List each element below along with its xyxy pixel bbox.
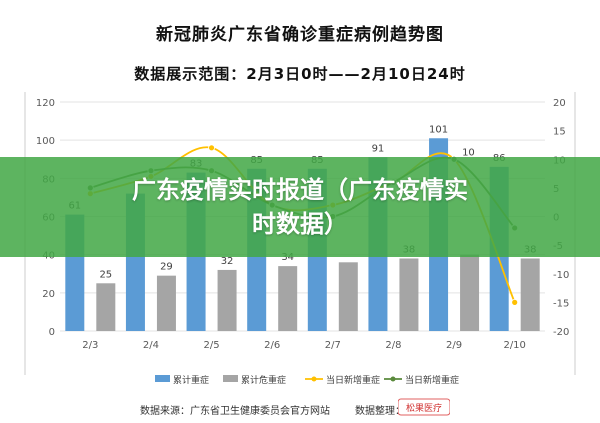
right-tick-label: -10: [553, 270, 569, 281]
line-point: [208, 144, 215, 152]
data-label: 91: [372, 143, 385, 154]
right-tick-label: -20: [553, 327, 569, 338]
x-axis-ticks: 2/3 2/4 2/5 2/6 2/7 2/8 2/9 2/10: [82, 340, 526, 351]
banner-line-1: 广东疫情实时报道（广东疫情实: [132, 176, 468, 204]
svg-text:松果医疗: 松果医疗: [406, 402, 442, 414]
news-banner: 广东疫情实时报道（广东疫情实 时数据）: [0, 157, 600, 257]
left-tick-label: 100: [36, 136, 55, 147]
data-organizer: 数据整理：: [355, 406, 405, 417]
data-label: 25: [99, 269, 112, 280]
data-label: 101: [429, 124, 448, 135]
x-tick-label: 2/10: [503, 340, 525, 351]
left-tick-label: 120: [36, 98, 55, 109]
legend-label: 累计重症: [173, 374, 209, 386]
legend-label: 累计危重症: [241, 374, 286, 386]
right-tick-label: 20: [553, 98, 566, 109]
bar: [460, 254, 480, 331]
legend-label: 当日新增重症: [405, 374, 459, 386]
data-label: 32: [221, 256, 234, 267]
data-label: 29: [160, 262, 173, 273]
legend-swatch: [155, 375, 170, 382]
bar: [96, 283, 116, 331]
x-tick-label: 2/9: [446, 340, 462, 351]
bar: [156, 275, 176, 331]
x-tick-label: 2/7: [325, 340, 341, 351]
x-tick-label: 2/8: [385, 340, 401, 351]
line-point: [511, 298, 519, 306]
right-tick-label: -15: [553, 298, 569, 309]
left-tick-label: 20: [42, 289, 55, 300]
data-source: 数据来源：广东省卫生健康委员会官方网站: [140, 406, 330, 417]
x-tick-label: 2/6: [264, 340, 280, 351]
right-tick-label: 15: [553, 127, 566, 138]
chart-title: 新冠肺炎广东省确诊重症病例趋势图: [156, 25, 444, 45]
x-tick-label: 2/4: [143, 340, 159, 351]
banner-line-2: 时数据）: [252, 210, 348, 238]
data-label: 34: [281, 252, 294, 263]
chart-subtitle: 数据展示范围：2月3日0时——2月10日24时: [134, 65, 466, 83]
legend-label: 当日新增重症: [326, 374, 380, 386]
legend-marker: [311, 376, 317, 382]
legend-marker: [390, 376, 396, 382]
data-label: 10: [462, 147, 475, 158]
songguo-logo: 松果医疗: [398, 398, 450, 416]
bar: [399, 258, 419, 331]
legend: 累计重症 累计危重症 当日新增重症 当日新增重症: [155, 374, 459, 386]
left-tick-label: 0: [49, 327, 55, 338]
bar: [217, 269, 237, 331]
bar: [338, 262, 358, 331]
bar: [278, 266, 298, 331]
x-tick-label: 2/3: [82, 340, 98, 351]
legend-swatch: [223, 375, 238, 382]
bar: [520, 258, 540, 331]
x-tick-label: 2/5: [204, 340, 220, 351]
